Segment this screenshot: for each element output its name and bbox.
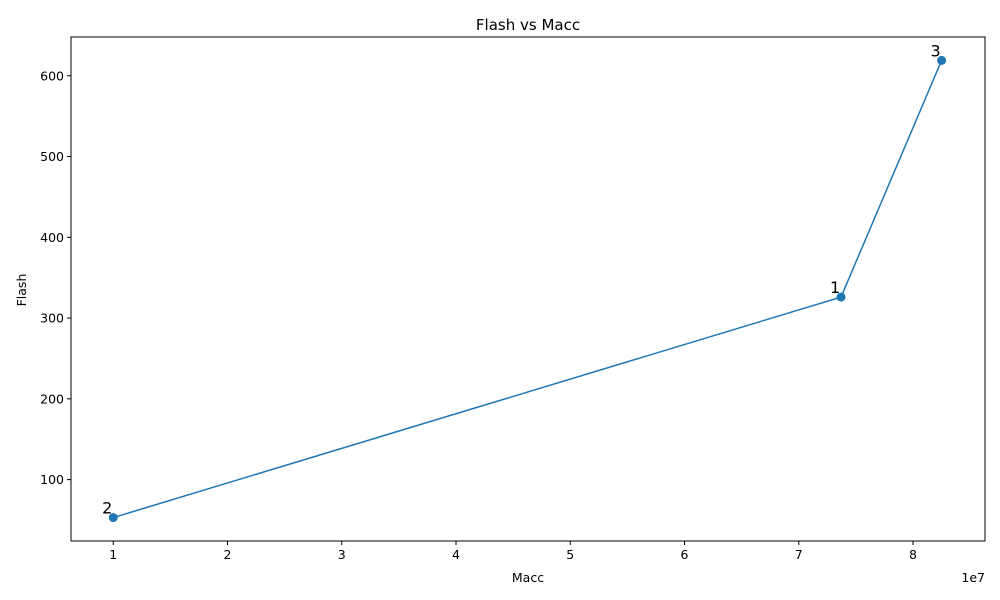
- x-tick-label: 3: [338, 547, 346, 562]
- chart-title: Flash vs Macc: [476, 16, 580, 34]
- data-point: [836, 292, 846, 302]
- x-tick-label: 2: [224, 547, 232, 562]
- x-tick-label: 6: [681, 547, 689, 562]
- data-point-label: 1: [830, 278, 840, 297]
- y-axis: 100 200 300 400 500 600: [40, 68, 71, 487]
- plot-area: 2 1 3: [70, 36, 986, 542]
- x-tick-label: 1: [109, 547, 117, 562]
- y-tick-label: 500: [40, 149, 64, 164]
- x-axis-label: Macc: [512, 570, 544, 585]
- x-axis: 1 2 3 4 5 6 7 8: [109, 541, 917, 562]
- x-axis-offset-label: 1e7: [961, 570, 985, 585]
- data-point: [108, 513, 118, 523]
- x-tick-label: 5: [566, 547, 574, 562]
- x-tick-label: 7: [795, 547, 803, 562]
- data-point-label: 3: [930, 41, 940, 60]
- y-tick-label: 100: [40, 472, 64, 487]
- plot-frame: [70, 36, 986, 542]
- x-tick-label: 8: [909, 547, 917, 562]
- data-point: [937, 55, 947, 65]
- series-line: [113, 60, 943, 519]
- y-tick-label: 400: [40, 230, 64, 245]
- y-tick-label: 200: [40, 391, 64, 406]
- data-point-label: 2: [102, 499, 112, 518]
- y-tick-label: 300: [40, 311, 64, 326]
- y-tick-label: 600: [40, 68, 64, 83]
- x-tick-label: 4: [452, 547, 460, 562]
- y-axis-label: Flash: [14, 274, 29, 307]
